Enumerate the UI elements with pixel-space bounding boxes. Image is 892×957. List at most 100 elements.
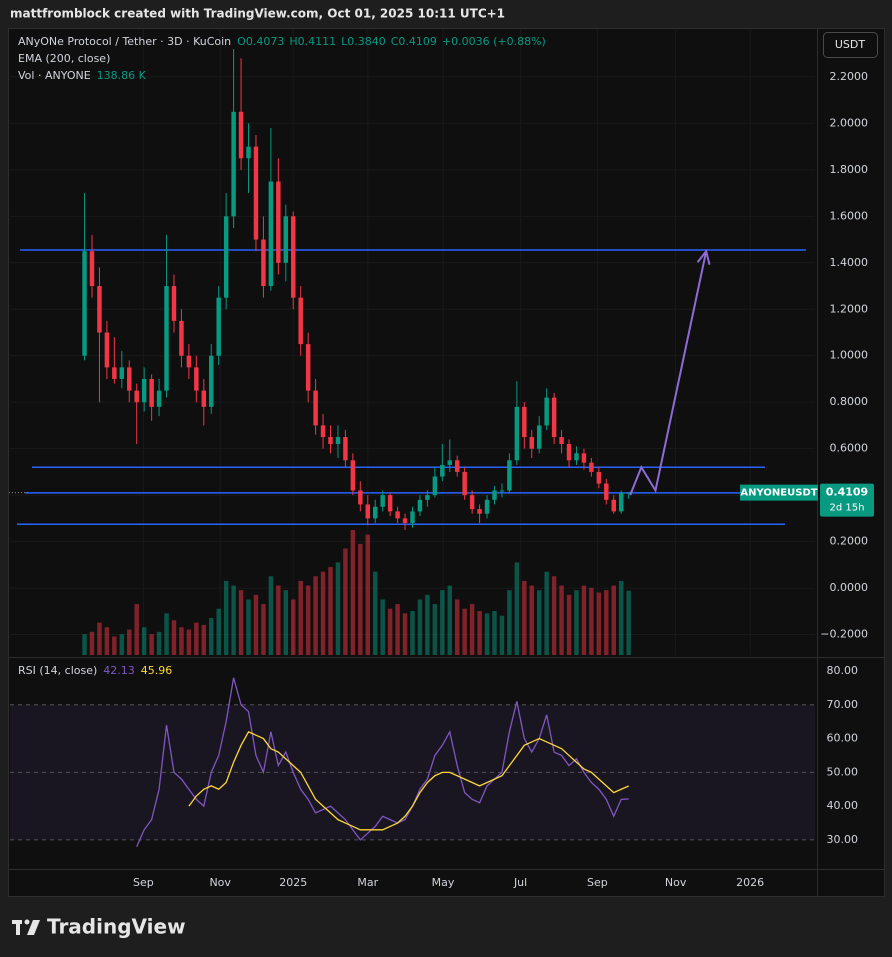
candle-body bbox=[268, 181, 274, 287]
x-tick-label: Sep bbox=[133, 876, 154, 889]
volume-bar bbox=[604, 590, 609, 655]
candle-body bbox=[201, 390, 207, 407]
candle-body bbox=[544, 397, 549, 426]
logo-part bbox=[16, 920, 20, 935]
volume-bar bbox=[179, 627, 184, 655]
symbol-tag bbox=[740, 484, 818, 501]
volume-bar bbox=[536, 590, 542, 655]
volume-bar bbox=[134, 604, 139, 655]
x-tick-label: May bbox=[432, 876, 455, 889]
price-tag-value: 0.4109 bbox=[826, 486, 868, 499]
volume-bar bbox=[358, 543, 363, 655]
volume-bar bbox=[529, 585, 534, 655]
volume-bar bbox=[291, 599, 296, 655]
candle-body bbox=[313, 390, 318, 426]
volume-bar bbox=[171, 620, 177, 655]
candle-body bbox=[238, 111, 244, 159]
y-tick-label: 0.2000 bbox=[830, 535, 869, 548]
volume-bar bbox=[417, 599, 423, 655]
chart-frame bbox=[8, 28, 885, 897]
candle-body bbox=[380, 495, 385, 507]
x-tick-label: 2025 bbox=[279, 876, 307, 889]
volume-bar bbox=[492, 611, 497, 655]
candle-body bbox=[186, 355, 192, 368]
y-tick-label: 1.2000 bbox=[830, 302, 869, 315]
candle-body bbox=[596, 471, 602, 484]
volume-bar bbox=[104, 627, 110, 655]
volume-bar bbox=[432, 604, 438, 655]
volume-bar bbox=[380, 599, 385, 655]
candle-body bbox=[462, 471, 467, 496]
volume-bar bbox=[454, 599, 460, 655]
volume-bar bbox=[596, 592, 602, 655]
volume-bar bbox=[305, 585, 311, 655]
candle-body bbox=[127, 367, 132, 391]
rsi-legend-value: 42.13 bbox=[103, 664, 135, 677]
candle-body bbox=[194, 367, 199, 391]
candle-body bbox=[447, 460, 453, 465]
candle-body bbox=[410, 511, 415, 524]
logo-part bbox=[24, 919, 30, 925]
volume-bar bbox=[335, 562, 341, 655]
volume-bar bbox=[186, 629, 192, 655]
candle-body bbox=[350, 460, 356, 491]
candle-body bbox=[626, 492, 631, 494]
volume-bar bbox=[194, 622, 199, 655]
currency-label: USDT bbox=[835, 38, 866, 51]
candle-body bbox=[402, 518, 408, 524]
volume-bar bbox=[387, 608, 393, 655]
candle-body bbox=[559, 437, 564, 445]
volume-bar bbox=[112, 636, 117, 655]
volume-bar bbox=[149, 634, 154, 655]
candle-body bbox=[522, 406, 527, 438]
volume-bar bbox=[283, 590, 289, 655]
candle-body bbox=[492, 490, 497, 500]
x-tick-label: Jul bbox=[513, 876, 527, 889]
volume-bar bbox=[522, 580, 527, 655]
volume-bar bbox=[253, 594, 259, 655]
rsi-line bbox=[136, 677, 629, 847]
rsi-legend-ma: 45.96 bbox=[141, 664, 173, 677]
volume-bar bbox=[313, 576, 318, 655]
candle-body bbox=[387, 495, 393, 512]
volume-bar bbox=[223, 580, 229, 655]
currency-button[interactable] bbox=[823, 32, 878, 58]
candle-body bbox=[320, 425, 326, 438]
volume-bar bbox=[559, 585, 564, 655]
volume-bar bbox=[440, 590, 445, 655]
y-tick-label: 1.8000 bbox=[830, 163, 869, 176]
candle-body bbox=[618, 492, 624, 512]
candle-body bbox=[574, 453, 579, 461]
volume-bar bbox=[343, 548, 348, 655]
volume-bar bbox=[201, 624, 207, 655]
volume-bar bbox=[127, 629, 132, 655]
volume-bar bbox=[469, 604, 475, 655]
footer-logo: TradingView bbox=[47, 915, 186, 939]
arrow-head bbox=[696, 248, 711, 266]
x-tick-label: Nov bbox=[665, 876, 687, 889]
candle-body bbox=[149, 378, 154, 407]
ohlc-legend: L0.3840 bbox=[341, 35, 386, 48]
candle-body bbox=[514, 406, 520, 461]
y-tick-label: 1.6000 bbox=[830, 209, 869, 222]
candle-body bbox=[89, 251, 95, 287]
volume-bar bbox=[611, 585, 616, 655]
rsi-ma-line bbox=[188, 730, 629, 831]
volume-bar bbox=[119, 634, 125, 655]
volume-bar bbox=[365, 534, 371, 655]
volume-bar bbox=[551, 576, 557, 655]
y-tick-label: 0.6000 bbox=[830, 442, 869, 455]
volume-bar bbox=[484, 613, 490, 655]
candle-body bbox=[97, 286, 102, 333]
volume-bar bbox=[156, 631, 162, 655]
volume-bar bbox=[298, 580, 303, 655]
volume-bar bbox=[425, 594, 430, 655]
volume-bar bbox=[566, 594, 572, 655]
candle-body bbox=[112, 367, 117, 379]
candle-body bbox=[417, 499, 423, 512]
candle-body bbox=[298, 297, 303, 345]
volume-bar bbox=[499, 615, 505, 655]
candle-body bbox=[454, 460, 460, 472]
volume-bar bbox=[350, 530, 356, 655]
